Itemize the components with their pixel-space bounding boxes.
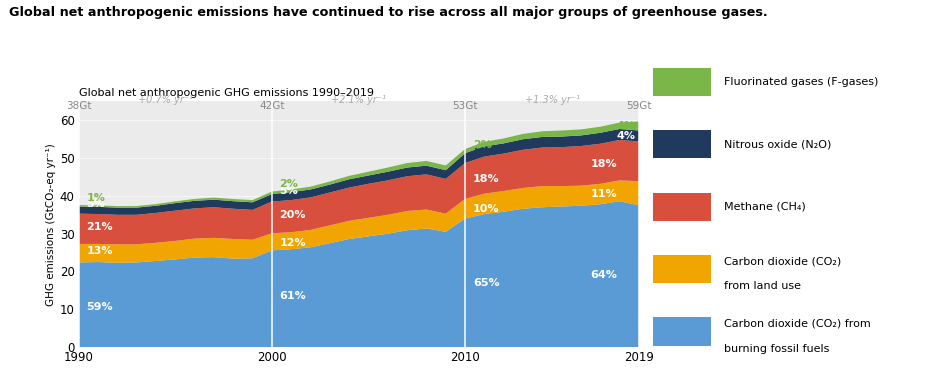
Text: burning fossil fuels: burning fossil fuels [724, 344, 830, 354]
Text: 5%: 5% [473, 147, 492, 158]
Text: 18%: 18% [473, 174, 499, 184]
Text: 4%: 4% [616, 131, 635, 141]
Text: from land use: from land use [724, 281, 801, 291]
Text: 42Gt: 42Gt [259, 101, 284, 111]
Text: Fluorinated gases (F-gases): Fluorinated gases (F-gases) [724, 77, 879, 87]
Text: 61%: 61% [280, 291, 307, 301]
Text: 2%: 2% [280, 179, 298, 189]
Bar [653, 193, 711, 221]
Text: 38Gt: 38Gt [66, 101, 92, 111]
Text: 65%: 65% [473, 278, 499, 288]
Text: 5%: 5% [86, 199, 106, 209]
Text: 59%: 59% [86, 302, 113, 312]
Bar [653, 255, 711, 283]
Text: +2.1% yr⁻¹: +2.1% yr⁻¹ [332, 95, 386, 105]
Bar [653, 317, 711, 346]
Text: +1.3% yr⁻¹: +1.3% yr⁻¹ [524, 95, 580, 105]
Text: 2%: 2% [473, 140, 492, 150]
Text: 12%: 12% [280, 238, 307, 248]
Text: 64%: 64% [591, 270, 618, 280]
Text: 59Gt: 59Gt [626, 101, 652, 111]
Y-axis label: GHG emissions (GtCO₂-eq yr⁻¹): GHG emissions (GtCO₂-eq yr⁻¹) [45, 143, 56, 306]
Text: 20%: 20% [280, 210, 307, 220]
Bar [653, 130, 711, 158]
Text: Nitrous oxide (N₂O): Nitrous oxide (N₂O) [724, 139, 832, 149]
Text: Carbon dioxide (CO₂) from: Carbon dioxide (CO₂) from [724, 319, 870, 329]
Text: 4%: 4% [616, 121, 635, 131]
Text: 11%: 11% [591, 189, 618, 199]
Text: 18%: 18% [591, 159, 618, 169]
Text: Carbon dioxide (CO₂): Carbon dioxide (CO₂) [724, 256, 842, 266]
Text: 5%: 5% [280, 186, 298, 196]
Text: Global net anthropogenic GHG emissions 1990–2019: Global net anthropogenic GHG emissions 1… [79, 88, 374, 98]
Text: 13%: 13% [86, 246, 113, 257]
Text: 53Gt: 53Gt [452, 101, 478, 111]
Bar [653, 68, 711, 96]
Text: Global net anthropogenic emissions have continued to rise across all major group: Global net anthropogenic emissions have … [9, 6, 768, 19]
Text: +0.7% yr⁻¹: +0.7% yr⁻¹ [138, 95, 194, 105]
Text: 1%: 1% [86, 193, 106, 203]
Text: 21%: 21% [86, 222, 113, 232]
Text: 10%: 10% [473, 204, 499, 214]
Text: Methane (CH₄): Methane (CH₄) [724, 202, 806, 212]
